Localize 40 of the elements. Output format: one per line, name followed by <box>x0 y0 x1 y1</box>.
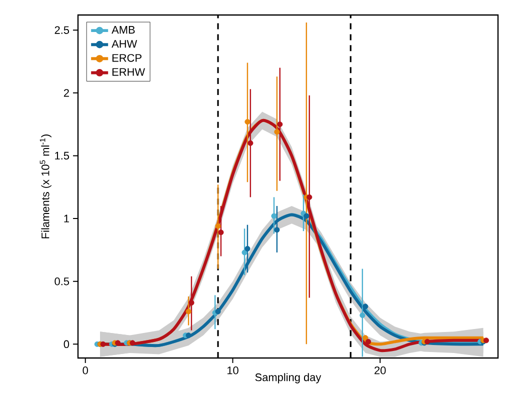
legend-label: ERHW <box>112 68 146 76</box>
point <box>186 332 192 338</box>
point <box>244 246 250 252</box>
point <box>277 122 283 128</box>
y-axis-title: Filaments (x 10$^{5}$ ml$^{-1}$) <box>40 134 52 238</box>
point <box>215 308 221 314</box>
point <box>271 213 277 219</box>
point <box>304 213 310 219</box>
y-tick-label: 1.5 <box>55 152 70 160</box>
y-tick-label: 2.5 <box>54 26 70 34</box>
point <box>186 308 192 314</box>
point <box>244 119 250 125</box>
point <box>100 341 106 347</box>
point <box>248 140 254 146</box>
point <box>242 250 248 256</box>
point <box>130 340 136 346</box>
point <box>306 194 312 200</box>
point <box>274 129 280 135</box>
point <box>362 335 368 341</box>
point <box>483 338 490 344</box>
x-axis-title: Sampling day <box>255 373 322 384</box>
legend-label: ERCP <box>112 54 142 62</box>
point <box>362 304 368 310</box>
point <box>115 340 121 346</box>
x-tick-label: 0 <box>82 366 88 374</box>
point <box>360 312 366 318</box>
legend-label: AHW <box>112 40 138 48</box>
y-tick-label: 2 <box>64 89 69 97</box>
point <box>218 230 224 236</box>
point <box>366 338 372 344</box>
point <box>188 300 194 306</box>
point <box>215 223 221 229</box>
y-tick-label: 0.5 <box>54 277 70 286</box>
y-tick-label: 0 <box>64 340 70 348</box>
legend-label: AMB <box>112 26 135 34</box>
y-tick-label: 1 <box>64 214 69 222</box>
x-tick-label: 20 <box>374 366 386 374</box>
x-tick-label: 10 <box>227 366 238 374</box>
point <box>424 338 430 344</box>
point <box>274 227 280 233</box>
